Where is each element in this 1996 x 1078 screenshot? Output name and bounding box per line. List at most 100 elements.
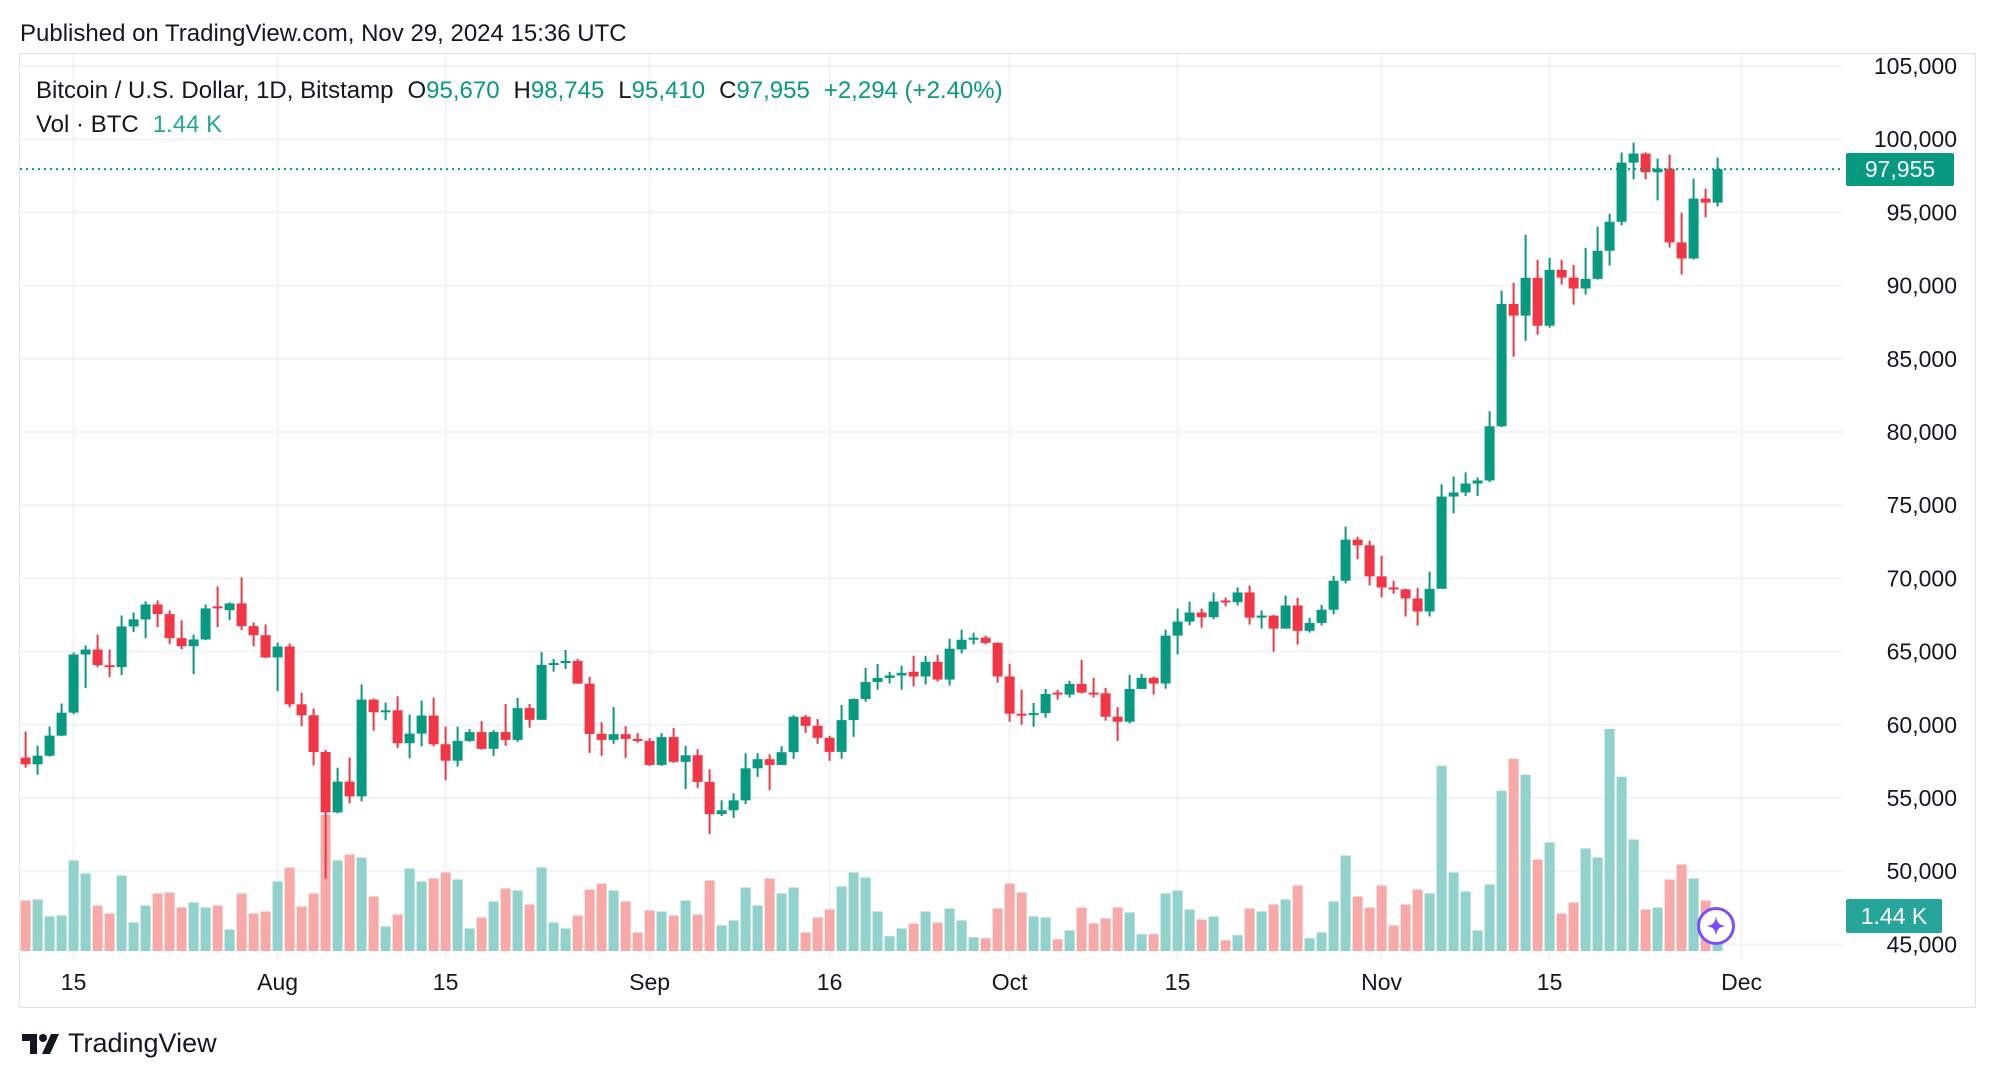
candle-body[interactable] bbox=[56, 712, 67, 736]
candle-body[interactable] bbox=[176, 638, 187, 647]
candle-body[interactable] bbox=[356, 699, 367, 797]
candle-body[interactable] bbox=[1640, 153, 1651, 173]
candle-body[interactable] bbox=[824, 737, 835, 752]
candle-body[interactable] bbox=[1664, 168, 1675, 243]
candle-body[interactable] bbox=[560, 660, 571, 664]
candle-body[interactable] bbox=[1196, 612, 1207, 618]
symbol-title[interactable]: Bitcoin / U.S. Dollar, 1D, Bitstamp bbox=[36, 77, 394, 104]
candle-body[interactable] bbox=[1208, 601, 1219, 618]
candle-body[interactable] bbox=[848, 699, 859, 721]
candle-body[interactable] bbox=[188, 639, 199, 647]
candle-body[interactable] bbox=[1088, 692, 1099, 695]
candle-body[interactable] bbox=[884, 675, 895, 678]
candle-body[interactable] bbox=[236, 603, 247, 627]
candle-body[interactable] bbox=[1256, 615, 1267, 618]
candle-body[interactable] bbox=[1436, 496, 1447, 589]
candle-body[interactable] bbox=[728, 800, 739, 811]
candle-body[interactable] bbox=[1100, 693, 1111, 717]
candle-body[interactable] bbox=[1316, 609, 1327, 623]
candle-body[interactable] bbox=[1136, 677, 1147, 689]
candle-body[interactable] bbox=[164, 614, 175, 639]
candle-body[interactable] bbox=[1364, 545, 1375, 577]
candle-body[interactable] bbox=[224, 603, 235, 611]
candle-body[interactable] bbox=[1280, 605, 1291, 629]
candle-body[interactable] bbox=[1220, 600, 1231, 603]
candle-body[interactable] bbox=[992, 642, 1003, 677]
candle-body[interactable] bbox=[1172, 621, 1183, 636]
candle-body[interactable] bbox=[764, 759, 775, 765]
candle-body[interactable] bbox=[596, 733, 607, 740]
candle-body[interactable] bbox=[932, 661, 943, 680]
candle-body[interactable] bbox=[788, 716, 799, 753]
candle-body[interactable] bbox=[944, 648, 955, 680]
candle-body[interactable] bbox=[1400, 589, 1411, 599]
candle-body[interactable] bbox=[296, 704, 307, 716]
candle-body[interactable] bbox=[896, 672, 907, 676]
candle-body[interactable] bbox=[68, 654, 79, 713]
candle-body[interactable] bbox=[860, 682, 871, 700]
candle-body[interactable] bbox=[260, 635, 271, 658]
candle-body[interactable] bbox=[152, 604, 163, 615]
candle-body[interactable] bbox=[1412, 598, 1423, 612]
candle-body[interactable] bbox=[1004, 676, 1015, 714]
candle-body[interactable] bbox=[1712, 169, 1723, 203]
candle-body[interactable] bbox=[1124, 688, 1135, 722]
candle-body[interactable] bbox=[200, 608, 211, 640]
candle-body[interactable] bbox=[332, 781, 343, 813]
candle-body[interactable] bbox=[704, 781, 715, 815]
candle-body[interactable] bbox=[428, 715, 439, 745]
candle-body[interactable] bbox=[344, 781, 355, 797]
candle-body[interactable] bbox=[1556, 269, 1567, 278]
candle-body[interactable] bbox=[908, 671, 919, 677]
candle-body[interactable] bbox=[1160, 635, 1171, 684]
candle-body[interactable] bbox=[1604, 221, 1615, 251]
candle-body[interactable] bbox=[1484, 426, 1495, 481]
candle-body[interactable] bbox=[1496, 303, 1507, 427]
candle-body[interactable] bbox=[512, 708, 523, 740]
candle-body[interactable] bbox=[1352, 539, 1363, 546]
tradingview-logo[interactable]: TradingView bbox=[22, 1028, 217, 1059]
candle-body[interactable] bbox=[608, 734, 619, 740]
candle-body[interactable] bbox=[500, 732, 511, 740]
candle-body[interactable] bbox=[752, 759, 763, 769]
candle-body[interactable] bbox=[620, 734, 631, 739]
candle-body[interactable] bbox=[212, 606, 223, 609]
candle-body[interactable] bbox=[980, 637, 991, 643]
candle-body[interactable] bbox=[380, 710, 391, 713]
candle-body[interactable] bbox=[1424, 588, 1435, 612]
candle-body[interactable] bbox=[1376, 576, 1387, 588]
candle-body[interactable] bbox=[464, 732, 475, 741]
candle-body[interactable] bbox=[440, 744, 451, 761]
candle-body[interactable] bbox=[452, 740, 463, 761]
candle-body[interactable] bbox=[320, 752, 331, 813]
candle-body[interactable] bbox=[680, 755, 691, 762]
candle-body[interactable] bbox=[1148, 677, 1159, 684]
candle-body[interactable] bbox=[632, 738, 643, 741]
candle-body[interactable] bbox=[1592, 250, 1603, 279]
volume-label[interactable]: Vol · BTC bbox=[36, 111, 139, 138]
candle-body[interactable] bbox=[20, 757, 31, 765]
candle-body[interactable] bbox=[1016, 713, 1027, 716]
candle-body[interactable] bbox=[1268, 615, 1279, 629]
candle-body[interactable] bbox=[548, 663, 559, 666]
candle-body[interactable] bbox=[800, 716, 811, 726]
candle-body[interactable] bbox=[392, 710, 403, 744]
candle-body[interactable] bbox=[572, 660, 583, 684]
candle-body[interactable] bbox=[1328, 580, 1339, 610]
candle-body[interactable] bbox=[1628, 153, 1639, 163]
candle-body[interactable] bbox=[1448, 492, 1459, 497]
candle-body[interactable] bbox=[668, 737, 679, 762]
candle-body[interactable] bbox=[308, 715, 319, 753]
ai-assistant-button[interactable] bbox=[1697, 907, 1735, 945]
candle-body[interactable] bbox=[128, 619, 139, 627]
candle-body[interactable] bbox=[740, 768, 751, 801]
candle-body[interactable] bbox=[416, 715, 427, 734]
candle-body[interactable] bbox=[1688, 198, 1699, 259]
candle-body[interactable] bbox=[1472, 480, 1483, 484]
candle-body[interactable] bbox=[1532, 277, 1543, 326]
candle-body[interactable] bbox=[1568, 277, 1579, 289]
candle-body[interactable] bbox=[44, 735, 55, 756]
candle-body[interactable] bbox=[1388, 587, 1399, 590]
candle-body[interactable] bbox=[248, 626, 259, 636]
candle-body[interactable] bbox=[1340, 539, 1351, 581]
